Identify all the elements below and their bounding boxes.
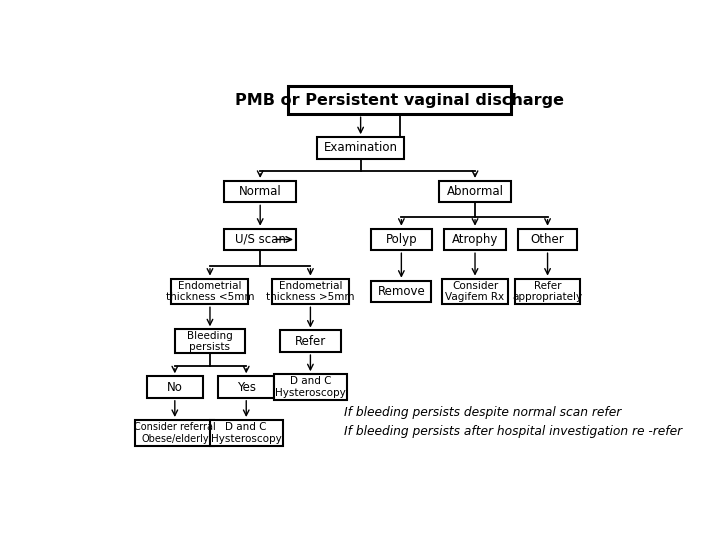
FancyBboxPatch shape [218,376,274,398]
Text: Remove: Remove [377,285,426,298]
Text: PMB or Persistent vaginal discharge: PMB or Persistent vaginal discharge [235,93,564,107]
Text: Refer
appropriately: Refer appropriately [513,281,582,302]
Text: Polyp: Polyp [385,233,417,246]
Text: Abnormal: Abnormal [446,185,503,198]
Text: Endometrial
thickness >5mm: Endometrial thickness >5mm [266,281,355,302]
Text: Examination: Examination [323,141,397,154]
FancyBboxPatch shape [444,228,505,250]
Text: Endometrial
thickness <5mm: Endometrial thickness <5mm [166,281,254,302]
FancyBboxPatch shape [371,228,432,250]
Text: Yes: Yes [237,381,256,394]
FancyBboxPatch shape [515,279,580,305]
FancyBboxPatch shape [224,228,297,250]
Text: D and C
Hysteroscopy: D and C Hysteroscopy [275,376,346,398]
FancyBboxPatch shape [438,181,511,202]
FancyBboxPatch shape [442,279,508,305]
Text: D and C
Hysteroscopy: D and C Hysteroscopy [211,422,282,443]
FancyBboxPatch shape [210,420,282,445]
FancyBboxPatch shape [175,329,245,353]
FancyBboxPatch shape [272,279,349,305]
FancyBboxPatch shape [280,330,341,352]
FancyBboxPatch shape [288,86,511,114]
Text: U/S scan: U/S scan [235,233,286,246]
FancyBboxPatch shape [274,374,347,400]
Text: Consider referral
Obese/elderly: Consider referral Obese/elderly [134,422,216,443]
Text: Refer: Refer [294,335,326,348]
Text: Normal: Normal [239,185,282,198]
Text: Other: Other [531,233,564,246]
FancyBboxPatch shape [171,279,248,305]
FancyBboxPatch shape [224,181,297,202]
FancyBboxPatch shape [318,137,404,159]
FancyBboxPatch shape [135,420,215,445]
Text: Consider
Vagifem Rx: Consider Vagifem Rx [446,281,505,302]
Text: If bleeding persists after hospital investigation re -refer: If bleeding persists after hospital inve… [344,425,682,438]
FancyBboxPatch shape [147,376,203,398]
FancyBboxPatch shape [518,228,577,250]
Text: Atrophy: Atrophy [452,233,498,246]
FancyBboxPatch shape [372,281,431,302]
Text: Bleeding
persists: Bleeding persists [187,330,233,352]
Text: No: No [167,381,183,394]
Text: If bleeding persists despite normal scan refer: If bleeding persists despite normal scan… [344,406,621,420]
